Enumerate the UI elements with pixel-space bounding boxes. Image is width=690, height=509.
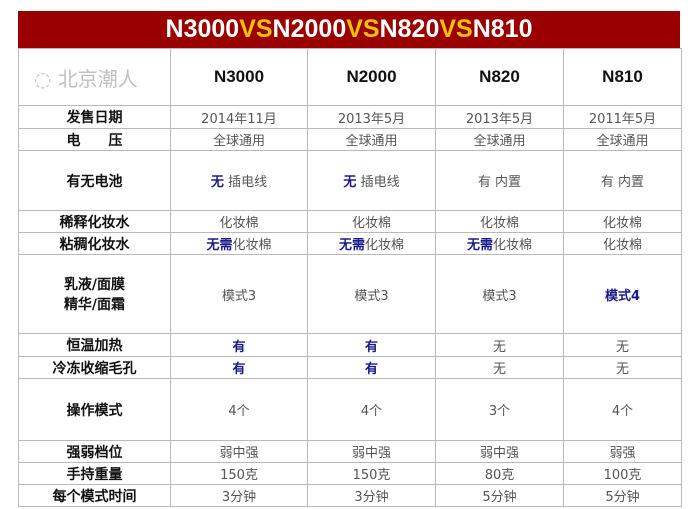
row-label: 恒温加热 bbox=[18, 333, 171, 357]
wechat-icon: ◌ bbox=[34, 67, 58, 91]
value-cell: 3分钟 bbox=[170, 484, 308, 507]
row-label: 发售日期 bbox=[18, 105, 171, 129]
table-row: 电 压全球通用 全球通用 全球通用 全球通用 bbox=[18, 128, 682, 151]
vs-text: VS bbox=[346, 15, 380, 43]
table-row: 粘稠化妆水 无需化妆棉 无需化妆棉 无需化妆棉 化妆棉 bbox=[18, 232, 682, 255]
value-cell: 化妆棉 bbox=[563, 210, 682, 233]
row-label: 粘稠化妆水 bbox=[18, 232, 171, 255]
highlight-text: 有 bbox=[364, 362, 378, 377]
value-cell: 有 bbox=[307, 356, 436, 379]
row-label: 乳液/面膜 精华/面霜 bbox=[18, 254, 171, 334]
table-row: 稀释化妆水 化妆棉 化妆棉 化妆棉 化妆棉 bbox=[18, 210, 682, 233]
value-cell: 模式3 bbox=[435, 254, 564, 334]
value-cell: 有 bbox=[170, 356, 308, 379]
value-cell: 化妆棉 bbox=[435, 210, 564, 233]
comparison-table: N3000 N2000 N820 N810 发售日期 2014年11月 2013年5月 20… bbox=[18, 48, 682, 507]
value-cell: 无 bbox=[435, 333, 564, 357]
vs-text: VS bbox=[439, 15, 473, 43]
value-cell: 100克 bbox=[563, 462, 682, 485]
row-label: 有无电池 bbox=[18, 150, 171, 211]
value-cell: 3分钟 bbox=[307, 484, 436, 507]
value-cell: 模式3 bbox=[307, 254, 436, 334]
model-header: N2000 bbox=[307, 48, 436, 106]
value-cell: 2013年5月 bbox=[435, 105, 564, 129]
table-row: 乳液/面膜 精华/面霜 模式3 模式3 模式3 模式4 bbox=[18, 254, 682, 334]
value-cell: 150克 bbox=[170, 462, 308, 485]
value-cell: 无 插电线 bbox=[170, 150, 308, 211]
value-cell: 无需化妆棉 bbox=[435, 232, 564, 255]
table-row: 手持重量 150克 150克 80克 100克 bbox=[18, 462, 682, 485]
watermark: ◌ 北京潮人 bbox=[34, 67, 138, 91]
row-label: 手持重量 bbox=[18, 462, 171, 485]
table-row: 强弱档位 弱中强 弱中强 弱中强 弱强 bbox=[18, 440, 682, 463]
row-label: 强弱档位 bbox=[18, 440, 171, 463]
value-cell: 无 bbox=[435, 356, 564, 379]
highlight-text: 无需 bbox=[338, 238, 365, 253]
value-cell: 无 bbox=[563, 333, 682, 357]
value-cell: 模式3 bbox=[170, 254, 308, 334]
table-row: 发售日期 2014年11月 2013年5月 2013年5月 2011年5月 bbox=[18, 105, 682, 129]
value-cell: 全球通用 bbox=[307, 128, 436, 151]
value-cell: 模式4 bbox=[563, 254, 682, 334]
table-row: 操作模式 4个 4个 3个 4个 bbox=[18, 378, 682, 441]
value-cell: 有 内置 bbox=[563, 150, 682, 211]
highlight-text: 无需 bbox=[206, 238, 233, 253]
highlight-text: 模式4 bbox=[604, 288, 641, 304]
title-model: N2000 bbox=[272, 15, 347, 43]
comparison-title: N3000VSN2000VSN820VSN810 bbox=[18, 11, 680, 48]
highlight-text: 有 bbox=[232, 339, 246, 355]
value-cell: 3个 bbox=[435, 378, 564, 441]
model-header: N810 bbox=[563, 48, 682, 106]
highlight-text: 无需 bbox=[466, 238, 493, 253]
row-label: 稀释化妆水 bbox=[18, 210, 171, 233]
value-cell: 无 插电线 bbox=[307, 150, 436, 211]
table-row: 有无电池无 插电线无 插电线有 内置有 内置 bbox=[18, 150, 682, 211]
value-cell: 无 bbox=[563, 356, 682, 379]
value-cell: 弱中强 bbox=[170, 440, 308, 463]
model-header: N820 bbox=[435, 48, 564, 106]
vs-text: VS bbox=[239, 15, 273, 43]
title-model: N3000 bbox=[165, 15, 240, 43]
value-cell: 4个 bbox=[170, 378, 308, 441]
value-cell: 有 bbox=[170, 333, 308, 357]
value-cell: 有 bbox=[307, 333, 436, 357]
value-cell: 弱强 bbox=[563, 440, 682, 463]
value-cell: 全球通用 bbox=[170, 128, 308, 151]
title-model: N810 bbox=[472, 15, 533, 43]
title-model: N820 bbox=[379, 15, 440, 43]
row-label: 冷冻收缩毛孔 bbox=[18, 356, 171, 379]
value-cell: 化妆棉 bbox=[307, 210, 436, 233]
table-row: 恒温加热 有 有 无无 bbox=[18, 333, 682, 357]
value-cell: 2011年5月 bbox=[563, 105, 682, 129]
value-cell: 全球通用 bbox=[435, 128, 564, 151]
highlight-text: 有 bbox=[232, 362, 246, 377]
value-cell: 化妆棉 bbox=[563, 232, 682, 255]
value-cell: 4个 bbox=[563, 378, 682, 441]
corner-cell bbox=[18, 48, 171, 106]
value-cell: 无需化妆棉 bbox=[170, 232, 308, 255]
model-header: N3000 bbox=[170, 48, 308, 106]
value-cell: 弱中强 bbox=[307, 440, 436, 463]
value-cell: 5分钟 bbox=[563, 484, 682, 507]
table-row: 冷冻收缩毛孔 有 有 无无 bbox=[18, 356, 682, 379]
value-cell: 80克 bbox=[435, 462, 564, 485]
row-label: 每个模式时间 bbox=[18, 484, 171, 507]
value-cell: 2014年11月 bbox=[170, 105, 308, 129]
highlight-text: 无 bbox=[343, 175, 357, 190]
value-cell: 有 内置 bbox=[435, 150, 564, 211]
row-label: 电 压 bbox=[18, 128, 171, 151]
row-label: 操作模式 bbox=[18, 378, 171, 441]
table-row: 每个模式时间 3分钟 3分钟 5分钟 5分钟 bbox=[18, 484, 682, 507]
value-cell: 化妆棉 bbox=[170, 210, 308, 233]
value-cell: 全球通用 bbox=[563, 128, 682, 151]
value-cell: 5分钟 bbox=[435, 484, 564, 507]
highlight-text: 无 bbox=[210, 175, 224, 190]
value-cell: 150克 bbox=[307, 462, 436, 485]
value-cell: 无需化妆棉 bbox=[307, 232, 436, 255]
value-cell: 弱中强 bbox=[435, 440, 564, 463]
value-cell: 2013年5月 bbox=[307, 105, 436, 129]
value-cell: 4个 bbox=[307, 378, 436, 441]
highlight-text: 有 bbox=[364, 339, 378, 355]
